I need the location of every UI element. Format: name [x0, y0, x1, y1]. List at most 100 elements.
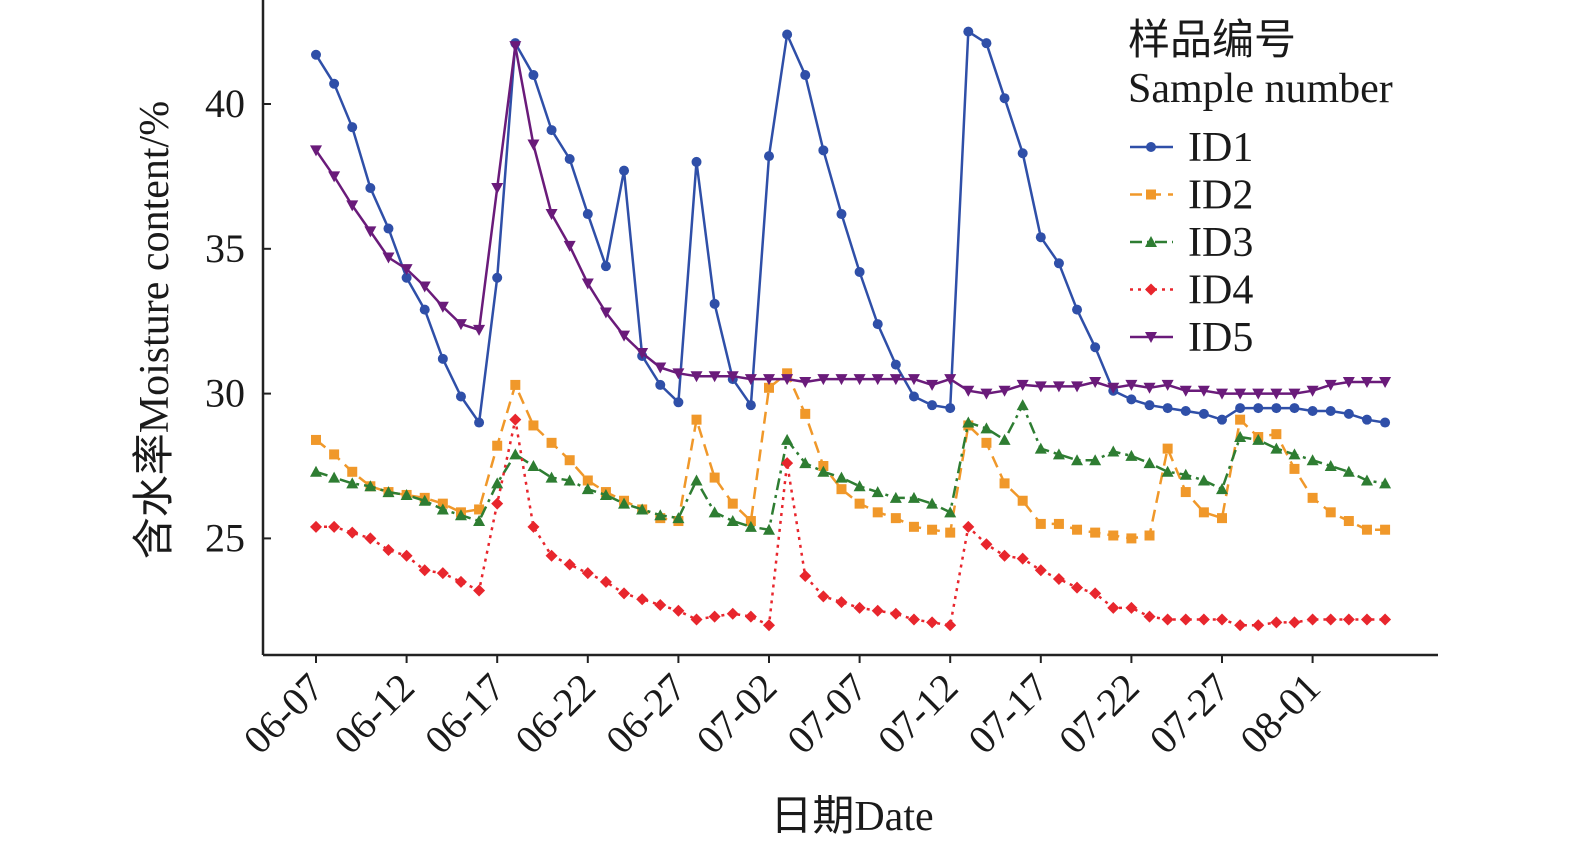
data-point [1016, 552, 1029, 565]
data-point [1180, 405, 1191, 416]
data-point [1325, 507, 1336, 518]
data-point [618, 497, 631, 509]
data-point [726, 607, 739, 620]
data-point [818, 145, 829, 156]
data-point [1288, 616, 1301, 629]
data-point [908, 391, 919, 402]
data-point [835, 471, 848, 483]
data-point [311, 434, 321, 445]
data-point [581, 483, 594, 495]
legend-item-id1: ID1 [1130, 125, 1253, 171]
data-point [1107, 382, 1120, 394]
data-point [382, 252, 395, 264]
data-point [907, 613, 920, 626]
data-point [364, 532, 377, 545]
data-point [836, 484, 847, 495]
data-point [382, 486, 395, 498]
data-point [1162, 443, 1173, 454]
data-point [1197, 613, 1210, 626]
data-point [799, 457, 812, 469]
data-point [980, 422, 993, 434]
data-point [1217, 513, 1227, 524]
data-point [907, 374, 920, 386]
data-point [1360, 613, 1373, 626]
data-point [1035, 518, 1046, 529]
data-point [347, 466, 358, 477]
data-point [1017, 148, 1028, 159]
data-point [1197, 385, 1210, 397]
data-point [1234, 619, 1247, 632]
data-point [1342, 613, 1355, 626]
data-point [1053, 258, 1064, 269]
data-point [1271, 429, 1282, 440]
data-point [563, 558, 576, 571]
data-point [1307, 405, 1318, 416]
x-axis-title: 日期Date [770, 794, 933, 840]
y-ticks: 25 30 35 40 [205, 81, 271, 560]
data-point [400, 264, 413, 276]
data-point [564, 455, 575, 466]
data-point [545, 471, 558, 483]
data-point [945, 403, 956, 414]
data-point [871, 604, 884, 617]
y-tick-label: 30 [205, 371, 245, 416]
legend-marker [1146, 189, 1156, 200]
data-point [527, 520, 540, 533]
data-point [474, 504, 485, 515]
data-point [1053, 518, 1064, 529]
x-tick-label: 06-27 [597, 665, 695, 763]
data-point [1089, 377, 1102, 389]
data-point [1216, 613, 1228, 626]
data-point [418, 564, 431, 577]
data-point [962, 385, 975, 397]
legend-marker [1145, 332, 1157, 343]
data-point [709, 472, 720, 483]
data-point [527, 139, 540, 151]
data-point [1361, 524, 1372, 535]
data-point [1144, 400, 1155, 411]
series-id5 [310, 41, 1392, 400]
data-point [509, 41, 522, 53]
data-point [871, 374, 884, 386]
data-point [1343, 408, 1354, 419]
data-point [1342, 377, 1355, 389]
data-point [763, 523, 775, 535]
data-point [509, 413, 522, 426]
data-point [1307, 492, 1318, 503]
data-point [1052, 572, 1065, 585]
data-point [1217, 414, 1227, 425]
data-point [599, 488, 612, 500]
data-point [890, 513, 901, 524]
data-point [926, 379, 939, 391]
data-point [1071, 454, 1084, 466]
data-point [474, 417, 485, 428]
data-point [1143, 610, 1156, 623]
data-point [1324, 379, 1337, 391]
data-point [999, 93, 1010, 104]
data-point [691, 156, 702, 167]
data-point [853, 374, 866, 386]
data-point [763, 619, 775, 632]
data-point [582, 209, 593, 220]
data-point [1052, 381, 1065, 393]
data-point [799, 570, 812, 583]
data-point [854, 266, 865, 277]
data-point [944, 374, 957, 386]
data-point [510, 379, 521, 390]
data-point [400, 549, 413, 562]
data-point [473, 584, 486, 597]
y-axis-title: 含水率Moisture content/% [131, 101, 178, 559]
data-point [963, 26, 974, 37]
data-point [1270, 442, 1283, 454]
data-point [418, 281, 431, 293]
data-point [981, 437, 992, 448]
data-point [1379, 377, 1392, 389]
data-point [1071, 581, 1084, 594]
data-point [853, 601, 866, 614]
legend-label: ID5 [1188, 315, 1253, 361]
data-point [835, 374, 848, 386]
data-point [854, 498, 865, 509]
data-point [1198, 408, 1209, 419]
data-point [927, 524, 938, 535]
